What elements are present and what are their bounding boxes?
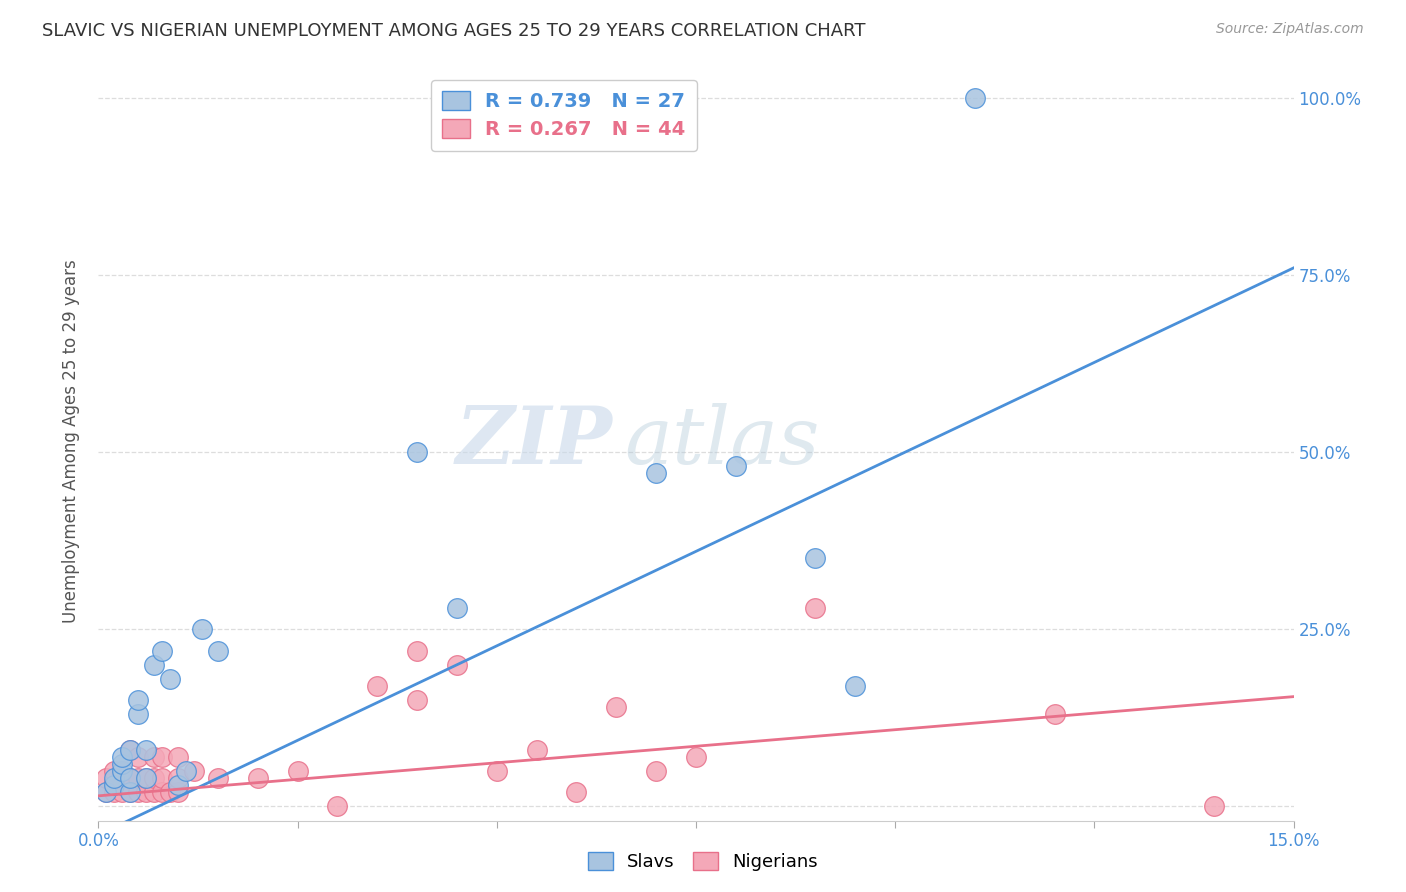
Point: [963, 91, 986, 105]
Point: [844, 679, 866, 693]
Point: [645, 467, 668, 481]
Point: [120, 785, 142, 799]
Point: [120, 743, 142, 757]
Point: [1043, 707, 1066, 722]
Point: [366, 679, 388, 693]
Point: [127, 707, 149, 722]
Point: [127, 693, 149, 707]
Point: [605, 700, 627, 714]
Point: [150, 785, 173, 799]
Point: [406, 445, 429, 459]
Point: [167, 771, 190, 785]
Point: [685, 750, 707, 764]
Point: [159, 672, 181, 686]
Text: Source: ZipAtlas.com: Source: ZipAtlas.com: [1216, 22, 1364, 37]
Point: [207, 771, 229, 785]
Point: [406, 643, 429, 657]
Point: [103, 771, 125, 785]
Point: [207, 643, 229, 657]
Point: [120, 785, 142, 799]
Point: [111, 750, 134, 764]
Point: [167, 750, 190, 764]
Point: [150, 771, 173, 785]
Point: [167, 778, 190, 792]
Point: [724, 459, 747, 474]
Point: [111, 778, 134, 792]
Point: [287, 764, 309, 778]
Y-axis label: Unemployment Among Ages 25 to 29 years: Unemployment Among Ages 25 to 29 years: [62, 260, 80, 624]
Point: [111, 785, 134, 799]
Point: [565, 785, 588, 799]
Point: [135, 771, 157, 785]
Point: [804, 551, 827, 566]
Text: ZIP: ZIP: [456, 403, 613, 480]
Point: [174, 764, 197, 778]
Point: [111, 756, 134, 771]
Point: [120, 771, 142, 785]
Point: [111, 764, 134, 778]
Point: [150, 643, 173, 657]
Point: [804, 601, 827, 615]
Legend: R = 0.739   N = 27, R = 0.267   N = 44: R = 0.739 N = 27, R = 0.267 N = 44: [430, 79, 697, 151]
Point: [150, 750, 173, 764]
Point: [120, 743, 142, 757]
Point: [159, 785, 181, 799]
Point: [135, 743, 157, 757]
Text: atlas: atlas: [624, 403, 820, 480]
Point: [111, 764, 134, 778]
Point: [645, 764, 668, 778]
Point: [103, 785, 125, 799]
Legend: Slavs, Nigerians: Slavs, Nigerians: [581, 846, 825, 879]
Point: [143, 750, 166, 764]
Point: [135, 785, 157, 799]
Point: [103, 774, 125, 789]
Point: [127, 750, 149, 764]
Point: [135, 771, 157, 785]
Point: [127, 771, 149, 785]
Point: [406, 693, 429, 707]
Point: [96, 785, 118, 799]
Point: [326, 799, 349, 814]
Point: [191, 623, 214, 637]
Point: [246, 771, 269, 785]
Point: [103, 778, 125, 792]
Point: [485, 764, 508, 778]
Point: [183, 764, 205, 778]
Point: [103, 764, 125, 778]
Point: [446, 601, 468, 615]
Point: [446, 657, 468, 672]
Point: [96, 771, 118, 785]
Point: [120, 771, 142, 785]
Text: SLAVIC VS NIGERIAN UNEMPLOYMENT AMONG AGES 25 TO 29 YEARS CORRELATION CHART: SLAVIC VS NIGERIAN UNEMPLOYMENT AMONG AG…: [42, 22, 866, 40]
Point: [526, 743, 548, 757]
Point: [167, 785, 190, 799]
Point: [1202, 799, 1225, 814]
Point: [143, 785, 166, 799]
Point: [127, 785, 149, 799]
Point: [143, 771, 166, 785]
Point: [96, 785, 118, 799]
Point: [143, 657, 166, 672]
